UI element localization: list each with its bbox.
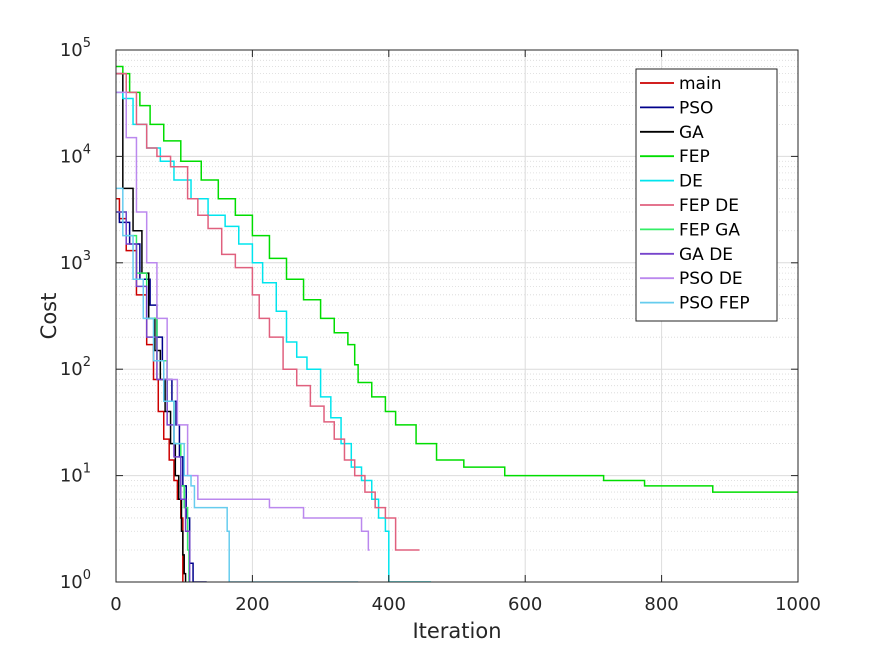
series-line-pso-de <box>116 91 370 551</box>
x-tick-label: 0 <box>110 594 121 615</box>
y-tick-label: 105 <box>60 36 91 61</box>
y-tick-exponent: 4 <box>83 142 91 157</box>
x-axis-label: Iteration <box>412 619 501 643</box>
legend-label: DE <box>679 172 703 192</box>
y-tick-label: 101 <box>60 462 91 487</box>
series-line-de <box>116 91 432 582</box>
y-tick-base: 10 <box>60 253 83 274</box>
legend-label: GA <box>679 123 704 143</box>
series-line-ga <box>116 72 187 582</box>
y-tick-exponent: 1 <box>83 462 91 477</box>
series-line-main <box>116 197 184 582</box>
y-tick-base: 10 <box>60 466 83 487</box>
series-line-fep <box>116 65 798 493</box>
x-tick-label: 600 <box>508 594 542 615</box>
y-tick-label: 100 <box>60 568 91 593</box>
y-tick-base: 10 <box>60 359 83 380</box>
legend-label: PSO FEP <box>679 294 750 314</box>
plot-box <box>115 49 799 583</box>
x-tick-label: 800 <box>644 594 678 615</box>
y-axis-label: Cost <box>37 293 61 340</box>
legend-label: FEP <box>679 147 710 167</box>
series-lines <box>116 65 798 582</box>
y-tick-base: 10 <box>60 40 83 61</box>
y-tick-label: 103 <box>60 249 91 274</box>
y-tick-exponent: 5 <box>83 36 91 51</box>
legend-label: GA DE <box>679 245 733 265</box>
y-tick-exponent: 0 <box>83 568 91 583</box>
legend-label: PSO <box>679 98 713 118</box>
y-tick-base: 10 <box>60 146 83 167</box>
series-line-fep-de <box>116 72 420 551</box>
series-line-pso-fep <box>116 187 359 582</box>
legend-label: FEP GA <box>679 220 740 240</box>
legend: main PSO GA FEP DE FEP DE FEP GA GA DE PSO DE PSO… <box>635 68 778 322</box>
x-tick-label: 400 <box>372 594 406 615</box>
legend-label: PSO DE <box>679 269 743 289</box>
legend-label: FEP DE <box>679 196 739 216</box>
y-tick-exponent: 2 <box>83 355 91 370</box>
y-tick-base: 10 <box>60 572 83 593</box>
x-tick-label: 1000 <box>775 594 821 615</box>
y-tick-exponent: 3 <box>83 249 91 264</box>
x-tick-label: 200 <box>235 594 269 615</box>
y-tick-label: 104 <box>60 142 91 167</box>
legend-label: main <box>679 74 721 94</box>
y-tick-label: 102 <box>60 355 91 380</box>
